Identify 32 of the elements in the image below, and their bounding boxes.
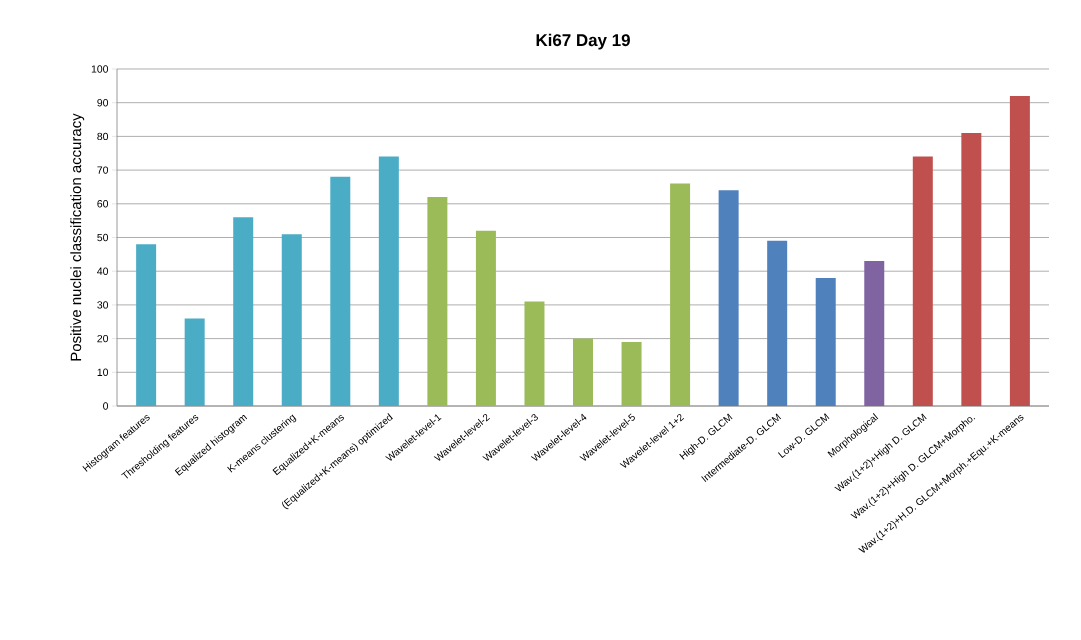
bar <box>815 277 836 406</box>
bar <box>475 230 496 406</box>
bar <box>524 301 545 406</box>
bar <box>864 261 885 406</box>
bar <box>330 176 351 406</box>
chart-title: Ki67 Day 19 <box>536 33 630 50</box>
y-axis-title: Positive nuclei classification accuracy <box>70 113 85 361</box>
bar <box>233 217 254 406</box>
bar <box>136 244 157 406</box>
bar <box>718 190 739 406</box>
y-tick-label: 100 <box>91 65 109 73</box>
bar <box>573 338 594 406</box>
bar <box>1009 95 1030 406</box>
y-tick-label: 0 <box>103 402 109 410</box>
bar <box>378 156 399 406</box>
bar <box>281 234 302 406</box>
y-tick-label: 20 <box>97 334 109 343</box>
bar <box>184 318 205 406</box>
bar <box>670 183 691 406</box>
y-tick-label: 90 <box>97 99 109 107</box>
bar <box>961 133 982 406</box>
bar <box>427 197 448 406</box>
y-tick-label: 50 <box>97 233 109 242</box>
y-tick-label: 60 <box>97 200 109 208</box>
bar <box>767 240 788 406</box>
y-tick-label: 10 <box>97 368 109 377</box>
y-tick-label: 80 <box>97 132 109 141</box>
y-tick-label: 40 <box>97 267 109 275</box>
bar <box>621 341 642 406</box>
bar <box>912 156 933 406</box>
y-tick-label: 30 <box>97 301 109 309</box>
y-tick-label: 70 <box>97 166 109 174</box>
